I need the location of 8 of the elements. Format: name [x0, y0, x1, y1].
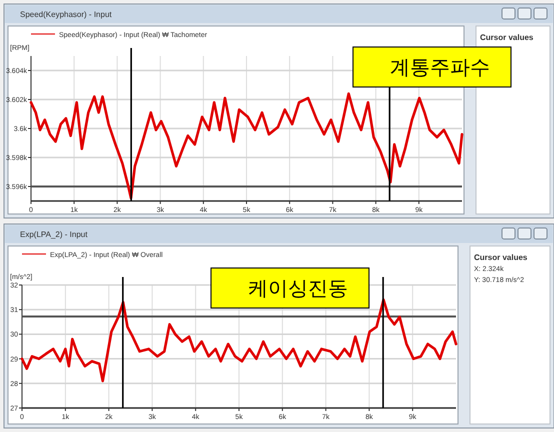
annotation: 계통주파수 [390, 57, 490, 79]
text: Cursor values [480, 33, 534, 42]
chart-title: Exp(LPA_2) - Input [20, 230, 88, 239]
text: Cursor values [474, 253, 528, 262]
chart-title: Speed(Keyphasor) - Input [20, 10, 112, 19]
annotation: 케이싱진동 [248, 278, 348, 300]
line-series [30, 92, 464, 200]
line-series [20, 298, 458, 382]
